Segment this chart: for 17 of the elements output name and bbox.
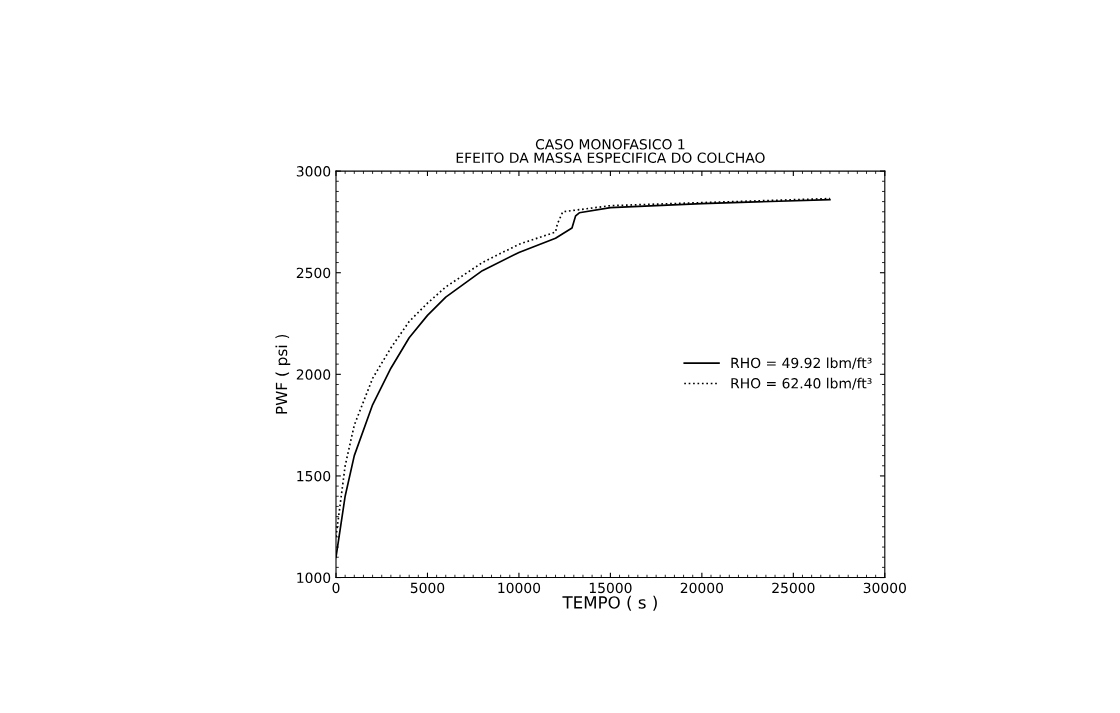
- x-tick-label: 30000: [863, 582, 906, 594]
- x-tick-label: 20000: [680, 582, 724, 594]
- y-tick-label: 1000: [297, 572, 331, 583]
- x-tick-label: 0: [332, 582, 340, 594]
- y-axis-title: PWF ( psi ): [275, 334, 291, 414]
- x-tick-label: 5000: [410, 582, 445, 594]
- x-tick-label: 15000: [589, 582, 632, 594]
- x-tick-label: 25000: [772, 582, 815, 594]
- y-tick-label: 3000: [296, 166, 331, 177]
- y-tick-label: 2500: [296, 267, 331, 279]
- x-tick-label: 10000: [498, 582, 541, 594]
- y-tick-label: 1500: [297, 470, 331, 482]
- x-axis-title: TEMPO ( s ): [562, 595, 657, 611]
- y-tick-label: 2000: [296, 369, 331, 380]
- chart-title: CASO MONOFASICO 1 EFEITO DA MASSA ESPECIFICA DO COLCHAO: [456, 139, 765, 163]
- legend-label: RHO = 62.40 lbm/ft³: [731, 377, 872, 390]
- legend-label: RHO = 49.92 lbm/ft³: [731, 357, 872, 370]
